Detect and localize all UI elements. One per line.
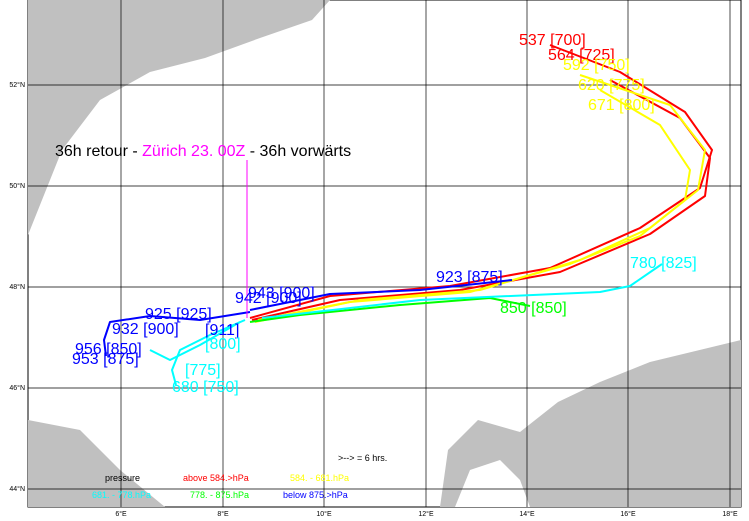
- trajectory-line: [103, 311, 251, 357]
- coordinate-labels: 52°N 50°N 48°N 46°N 44°N 6°E 8°E 10°E 12°E 14°E 16…: [9, 81, 738, 518]
- trajectory-label: [775]: [185, 362, 221, 379]
- trajectory-label: 956 [850]: [75, 341, 142, 358]
- sea-areas: [28, 0, 741, 507]
- north-sea: [28, 0, 330, 235]
- adriatic-sea: [440, 340, 741, 507]
- trajectory-label: 780 [825]: [630, 255, 697, 272]
- lat-label: 44°N: [9, 485, 25, 493]
- trajectory-line: [254, 89, 691, 323]
- title-text: 36h retour -: [55, 143, 142, 160]
- lat-label: 48°N: [9, 283, 25, 291]
- legend-entry: above 584.>hPa: [183, 473, 249, 483]
- lon-label: 8°E: [217, 510, 229, 518]
- trajectory-label: 942 [900]: [235, 290, 302, 307]
- lon-label: 18°E: [722, 510, 738, 518]
- trajectory-label: 620 [775]: [578, 77, 645, 94]
- title-text: - 36h vorwärts: [245, 143, 351, 160]
- lat-label: 50°N: [9, 182, 25, 190]
- trajectory-line: [261, 263, 663, 319]
- trajectory-label: 680 [750]: [172, 379, 239, 396]
- trajectory-line: [257, 74, 706, 321]
- lon-label: 16°E: [620, 510, 636, 518]
- trajectory-label: 671 [800]: [588, 97, 655, 114]
- trajectory-line: [249, 279, 513, 311]
- legend-entry: 778. - 875.hPa: [190, 490, 249, 500]
- legend-title: pressure: [105, 473, 140, 483]
- lat-label: 46°N: [9, 384, 25, 392]
- lat-label: 52°N: [9, 81, 25, 89]
- trajectory-label: 537 [700]: [519, 32, 586, 49]
- legend-entry: 584. - 681.hPa: [290, 473, 349, 483]
- trajectory-label: [911]: [205, 322, 239, 339]
- lon-label: 12°E: [418, 510, 434, 518]
- lon-label: 14°E: [519, 510, 535, 518]
- trajectory-label: 932 [900]: [112, 321, 179, 338]
- arrow-note: >--> = 6 hrs.: [338, 453, 387, 463]
- lon-label: 6°E: [115, 510, 127, 518]
- trajectory-label: 923 [875]: [436, 269, 503, 286]
- legend-entry: 681. - 778.hPa: [92, 490, 151, 500]
- trajectory-labels: 537 [700]564 [725]592 [750] 620 [775] 671 …: [72, 32, 697, 396]
- trajectory-line: [249, 297, 531, 323]
- map-title: 36h retour - Zürich 23. 00Z - 36h vorwär…: [55, 143, 351, 160]
- trajectory-label: 925 [925]: [145, 306, 212, 323]
- trajectory-line: [171, 319, 246, 386]
- graticule: [28, 0, 741, 507]
- trajectory-label: 953 [875]: [72, 351, 139, 368]
- trajectory-label: 564 [725]: [548, 47, 615, 64]
- legend-entry: below 875.>hPa: [283, 490, 348, 500]
- trajectory-label: 592 [750]: [563, 57, 630, 74]
- trajectory-label: 943 [900]: [248, 285, 315, 302]
- title-station: Zürich 23. 00Z: [142, 143, 245, 160]
- land: [455, 460, 530, 507]
- trajectory-line: [149, 321, 241, 361]
- trajectories: [103, 44, 713, 386]
- mediterranean-sea: [28, 420, 165, 507]
- trajectory-label: [800]: [205, 336, 241, 353]
- trajectory-label: 850 [850]: [500, 300, 567, 317]
- lon-label: 10°E: [316, 510, 332, 518]
